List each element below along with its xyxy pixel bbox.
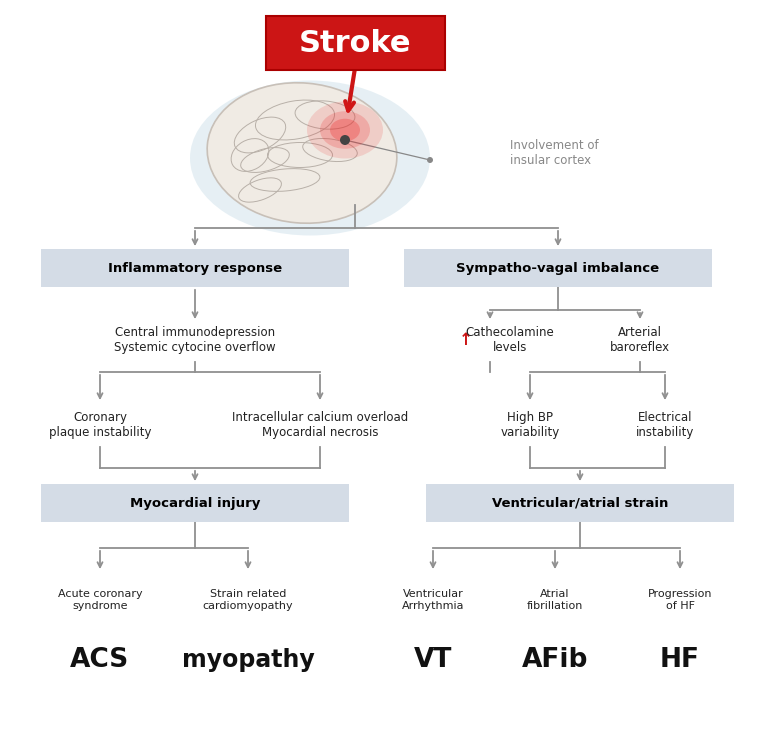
Text: Ventricular/atrial strain: Ventricular/atrial strain — [492, 497, 668, 509]
FancyBboxPatch shape — [426, 484, 734, 522]
Text: Arterial
baroreflex: Arterial baroreflex — [610, 326, 670, 354]
Text: Inflammatory response: Inflammatory response — [108, 262, 282, 274]
Text: HF: HF — [660, 647, 700, 673]
Circle shape — [340, 135, 350, 145]
Text: Coronary
plaque instability: Coronary plaque instability — [49, 411, 151, 439]
FancyBboxPatch shape — [404, 249, 712, 287]
Ellipse shape — [330, 119, 360, 141]
Text: ↑: ↑ — [459, 331, 473, 349]
Text: AFib: AFib — [522, 647, 588, 673]
Text: Ventricular
Arrhythmia: Ventricular Arrhythmia — [402, 589, 464, 611]
Text: High BP
variability: High BP variability — [500, 411, 559, 439]
Text: Cathecolamine
levels: Cathecolamine levels — [466, 326, 554, 354]
Text: Involvement of
insular cortex: Involvement of insular cortex — [510, 139, 599, 167]
Text: VT: VT — [413, 647, 452, 673]
FancyBboxPatch shape — [265, 16, 445, 70]
Text: Atrial
fibrillation: Atrial fibrillation — [527, 589, 583, 611]
Text: Myocardial injury: Myocardial injury — [130, 497, 260, 509]
FancyBboxPatch shape — [41, 249, 349, 287]
Ellipse shape — [320, 111, 370, 148]
Text: Strain related
cardiomyopathy: Strain related cardiomyopathy — [203, 589, 293, 611]
Circle shape — [427, 157, 433, 163]
Text: Central immunodepression
Systemic cytocine overflow: Central immunodepression Systemic cytoci… — [114, 326, 276, 354]
Text: Stroke: Stroke — [299, 29, 411, 57]
Text: myopathy: myopathy — [182, 648, 315, 672]
Text: Progression
of HF: Progression of HF — [648, 589, 712, 611]
FancyBboxPatch shape — [41, 484, 349, 522]
Ellipse shape — [307, 101, 383, 159]
Text: Acute coronary
syndrome: Acute coronary syndrome — [58, 589, 142, 611]
Text: Sympatho-vagal imbalance: Sympatho-vagal imbalance — [457, 262, 660, 274]
Ellipse shape — [207, 83, 397, 223]
Text: Electrical
instability: Electrical instability — [636, 411, 694, 439]
Ellipse shape — [190, 81, 430, 235]
Text: Intracellular calcium overload
Myocardial necrosis: Intracellular calcium overload Myocardia… — [232, 411, 408, 439]
Text: ACS: ACS — [71, 647, 130, 673]
